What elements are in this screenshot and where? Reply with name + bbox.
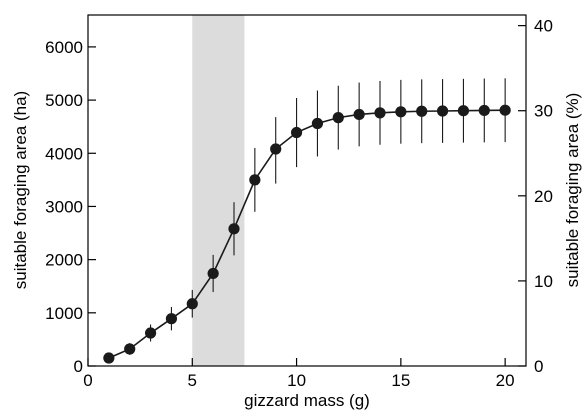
x-axis-ticks: 0 5 10 15 20 [83,358,515,390]
x-tick-label: 15 [391,371,410,390]
highlight-band [192,15,245,366]
data-point [270,143,282,155]
y-axis-ticks: 0 1000 2000 3000 4000 5000 6000 [45,38,96,376]
data-point [165,313,178,325]
data-point [103,352,115,364]
x-tick-label: 5 [188,371,197,390]
data-point [353,108,365,121]
data-point [374,107,386,119]
data-point [457,105,470,117]
y-tick-label: 5000 [45,91,83,110]
plot-frame [87,14,527,367]
data-point [416,105,428,117]
x-axis-label: gizzard mass (g) [244,391,370,410]
data-point [207,267,219,280]
y-tick-label: 3000 [45,197,83,216]
data-point [124,343,136,355]
y2-tick-label: 30 [534,102,553,121]
y2-axis-ticks: 0 10 20 30 40 [518,17,553,376]
y-tick-label: 6000 [45,38,83,57]
y2-tick-label: 10 [534,272,553,291]
y-tick-label: 4000 [45,144,83,163]
data-point [332,112,344,124]
y-tick-label: 0 [74,357,83,376]
data-points [103,104,511,364]
data-point [249,174,261,186]
y2-tick-label: 40 [534,17,553,36]
y-tick-label: 1000 [45,304,83,323]
y-tick-label: 2000 [45,251,83,270]
y2-tick-label: 0 [534,357,543,376]
data-point [311,117,324,130]
data-point [144,327,157,339]
x-tick-label: 20 [496,371,515,390]
data-point [228,223,240,235]
x-tick-label: 0 [83,371,92,390]
data-point [478,104,490,117]
data-point [290,126,303,139]
data-point [436,105,449,117]
data-point [499,104,511,116]
y2-tick-label: 20 [534,187,553,206]
plot-background [88,15,526,366]
data-point [395,106,407,118]
y2-axis-label: suitable foraging area (%) [563,93,582,288]
y-axis-label: suitable foraging area (ha) [11,91,30,289]
x-tick-label: 10 [287,371,306,390]
data-point [186,298,198,310]
